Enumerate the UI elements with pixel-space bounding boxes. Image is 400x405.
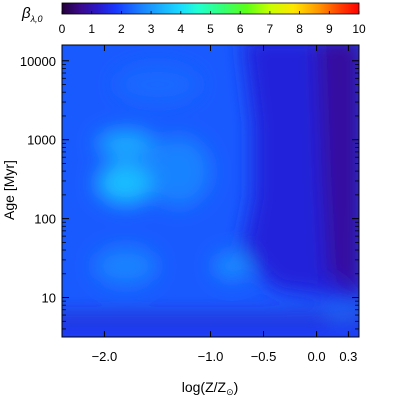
y-tick-label: 10: [42, 291, 56, 306]
colorbar-tick-label: 3: [148, 22, 155, 36]
y-axis-ticks: 10 100 1000 10000: [20, 54, 359, 330]
x-tick-label: 0.3: [339, 349, 357, 364]
x-tick-label: −0.5: [251, 349, 277, 364]
heatmap-field: [62, 45, 359, 337]
heatmap-region: [327, 310, 359, 320]
colorbar-tick-label: 7: [267, 22, 274, 36]
colorbar-label-subscript: λ,0: [30, 14, 43, 24]
heatmap-blobs: [62, 45, 359, 337]
colorbar-label-main: β: [21, 5, 31, 22]
heatmap-region: [213, 252, 251, 280]
y-tick-label: 100: [34, 212, 56, 227]
y-tick-label: 10000: [20, 54, 56, 69]
x-tick-label: −2.0: [92, 349, 118, 364]
heatmap-region: [96, 129, 155, 158]
colorbar-tick-label: 8: [296, 22, 303, 36]
y-tick-label: 1000: [27, 133, 56, 148]
colorbar-tick-label: 10: [352, 22, 366, 36]
colorbar-tick-label: 4: [177, 22, 184, 36]
heatmap-solar-region: [316, 45, 359, 295]
heatmap-region: [93, 246, 158, 286]
colorbar-ticks: 0 1 2 3 4 5 6 7 8 9 10: [59, 11, 366, 36]
x-tick-label: −1.0: [198, 349, 224, 364]
colorbar-tick-label: 9: [326, 22, 333, 36]
heatmap-region: [146, 135, 211, 207]
colorbar-tick-label: 6: [237, 22, 244, 36]
colorbar-tick-label: 1: [88, 22, 95, 36]
x-axis-ticks: −2.0 −1.0 −0.5 0.0 0.3: [92, 45, 357, 364]
y-axis-label: Age [Myr]: [1, 160, 17, 220]
colorbar-tick-label: 0: [59, 22, 66, 36]
heatmap-region: [115, 64, 200, 105]
colorbar-label: βλ,0: [21, 5, 43, 24]
x-axis-label: log(Z/Z⊙): [182, 379, 239, 397]
x-tick-label: 0.0: [308, 349, 326, 364]
colorbar-tick-label: 2: [118, 22, 125, 36]
colorbar-tick-label: 5: [207, 22, 214, 36]
heatmap-region: [96, 161, 155, 205]
heatmap-young-band: [62, 316, 359, 327]
